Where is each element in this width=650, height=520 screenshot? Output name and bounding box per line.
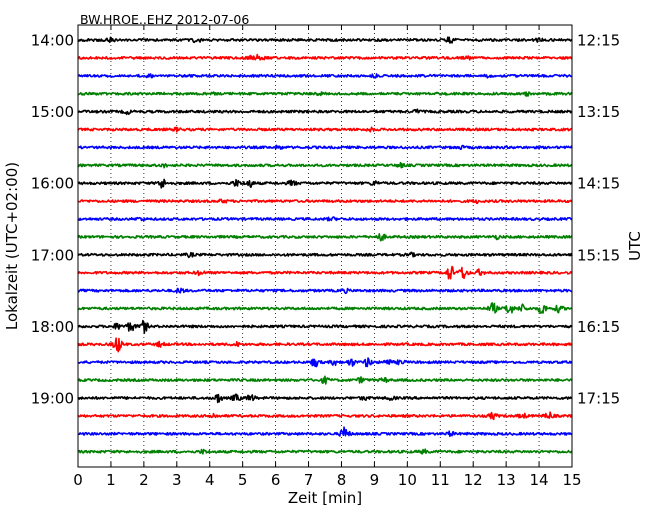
x-tick-label: 6 bbox=[271, 471, 281, 489]
trace-row-11 bbox=[77, 233, 573, 242]
trace-row-5 bbox=[77, 126, 573, 133]
plot-background bbox=[78, 25, 572, 467]
x-tick-label: 9 bbox=[370, 471, 380, 489]
trace-row-15 bbox=[77, 302, 573, 314]
right-y-tick-label: 12:15 bbox=[577, 32, 620, 50]
left-y-tick-label: 14:00 bbox=[31, 32, 74, 50]
trace-row-14 bbox=[77, 287, 573, 295]
left-y-tick-label: 18:00 bbox=[31, 318, 74, 336]
trace-row-4 bbox=[77, 108, 573, 116]
x-tick-label: 14 bbox=[530, 471, 549, 489]
left-y-axis-ticks: 14:00 15:00 16:00 17:00 18:00 19:00 bbox=[31, 32, 83, 408]
x-tick-label: 0 bbox=[73, 471, 83, 489]
x-tick-label: 2 bbox=[139, 471, 149, 489]
trace-row-13 bbox=[77, 265, 573, 280]
x-tick-label: 12 bbox=[464, 471, 483, 489]
x-tick-label: 15 bbox=[562, 471, 581, 489]
chart-title: BW.HROE..EHZ 2012-07-06 bbox=[80, 12, 249, 27]
x-gridlines bbox=[110, 25, 540, 467]
trace-row-12 bbox=[77, 251, 573, 259]
trace-row-1 bbox=[77, 53, 573, 61]
trace-row-7 bbox=[77, 161, 573, 169]
left-y-tick-label: 19:00 bbox=[31, 390, 74, 408]
x-tick-label: 4 bbox=[205, 471, 215, 489]
trace-row-10 bbox=[77, 216, 573, 222]
left-y-axis-title: Lokalzeit (UTC+02:00) bbox=[3, 162, 21, 330]
trace-row-17 bbox=[77, 337, 573, 353]
trace-row-21 bbox=[77, 411, 573, 421]
trace-row-22 bbox=[77, 426, 573, 438]
x-tick-label: 11 bbox=[431, 471, 450, 489]
right-y-axis-title: UTC bbox=[626, 231, 644, 261]
trace-row-19 bbox=[77, 375, 573, 385]
trace-row-9 bbox=[77, 198, 573, 205]
trace-row-20 bbox=[77, 393, 573, 404]
x-tick-label: 7 bbox=[304, 471, 314, 489]
trace-row-18 bbox=[77, 357, 573, 368]
x-tick-label: 1 bbox=[106, 471, 116, 489]
trace-row-16 bbox=[77, 319, 573, 334]
left-y-tick-label: 17:00 bbox=[31, 246, 74, 264]
trace-row-3 bbox=[77, 91, 573, 97]
x-axis-title: Zeit [min] bbox=[288, 489, 362, 507]
right-y-tick-label: 16:15 bbox=[577, 318, 620, 336]
trace-row-8 bbox=[77, 178, 573, 189]
x-axis-ticks: 0 1 2 3 4 5 6 7 8 9 10 11 12 13 14 15 bbox=[73, 25, 582, 489]
right-y-axis-ticks: 12:15 13:15 14:15 15:15 16:15 17:15 bbox=[567, 32, 620, 408]
seismogram-traces bbox=[77, 36, 573, 455]
trace-row-6 bbox=[77, 144, 573, 151]
x-tick-label: 3 bbox=[172, 471, 182, 489]
trace-row-23 bbox=[77, 448, 573, 455]
x-tick-label: 10 bbox=[398, 471, 417, 489]
left-y-tick-label: 16:00 bbox=[31, 175, 74, 193]
x-tick-label: 5 bbox=[238, 471, 248, 489]
right-y-tick-label: 17:15 bbox=[577, 390, 620, 408]
x-tick-label: 8 bbox=[337, 471, 347, 489]
right-y-tick-label: 14:15 bbox=[577, 175, 620, 193]
trace-row-0 bbox=[77, 36, 573, 44]
plot-frame bbox=[77, 24, 573, 468]
left-y-tick-label: 15:00 bbox=[31, 103, 74, 121]
trace-row-2 bbox=[77, 73, 573, 79]
x-tick-label: 13 bbox=[497, 471, 516, 489]
right-y-tick-label: 15:15 bbox=[577, 246, 620, 264]
right-y-tick-label: 13:15 bbox=[577, 103, 620, 121]
